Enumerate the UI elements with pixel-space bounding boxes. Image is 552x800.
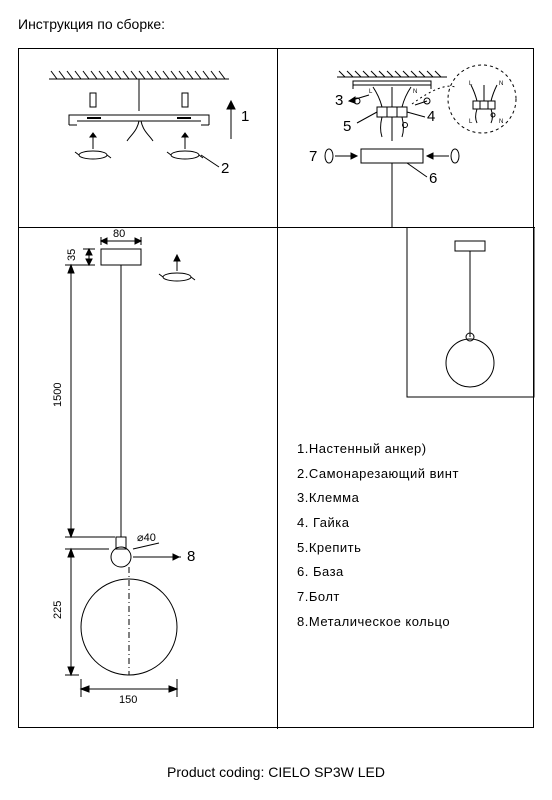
panel-step3-7: L N 3 4 5 — [277, 49, 535, 227]
drawing-wiring: L N 3 4 5 — [277, 49, 535, 227]
step-5-label: 5 — [343, 118, 351, 135]
dim-35: 35 — [66, 249, 78, 261]
legend-item-3: 3.Клемма — [297, 486, 459, 511]
step-8-label: 8 — [187, 548, 195, 565]
legend-item-4: 4. Гайка — [297, 511, 459, 536]
step-3-label: 3 — [335, 92, 343, 109]
step-7-label: 7 — [309, 148, 317, 165]
legend-item-1: 1.Настенный анкер) — [297, 437, 459, 462]
svg-text:N: N — [499, 81, 503, 87]
dim-150: 150 — [119, 694, 137, 706]
svg-text:N: N — [413, 89, 417, 95]
parts-legend: 1.Настенный анкер) 2.Самонарезающий винт… — [297, 437, 459, 635]
dim-80: 80 — [113, 228, 125, 240]
legend-item-6: 6. База — [297, 560, 459, 585]
drawing-pendant: 80 35 — [19, 227, 277, 729]
legend-item-7: 7.Болт — [297, 585, 459, 610]
panel-legend: 1.Настенный анкер) 2.Самонарезающий винт… — [277, 227, 535, 729]
page-title: Инструкция по сборке: — [18, 16, 165, 32]
legend-item-8: 8.Металическое кольцо — [297, 610, 459, 635]
step-6-label: 6 — [429, 170, 437, 187]
legend-item-5: 5.Крепить — [297, 536, 459, 561]
svg-text:L: L — [469, 81, 473, 87]
rotation-icon — [159, 255, 195, 281]
svg-text:L: L — [369, 89, 373, 95]
footer-value: CIELO SP3W LED — [268, 764, 385, 780]
screw-icon — [75, 133, 219, 167]
footer: Product coding: CIELO SP3W LED — [0, 764, 552, 780]
dim-1500: 1500 — [52, 383, 64, 407]
legend-item-2: 2.Самонарезающий винт — [297, 462, 459, 487]
panel-dimensions: 80 35 — [19, 227, 277, 729]
svg-text:L: L — [469, 119, 473, 125]
dim-d40: ⌀40 — [137, 532, 156, 544]
step-4-label: 4 — [427, 108, 435, 125]
dim-225: 225 — [52, 601, 64, 619]
svg-text:N: N — [499, 119, 503, 125]
panel-step12: 1 2 — [19, 49, 277, 227]
footer-label: Product coding: — [167, 764, 264, 780]
drawing-assembled — [277, 227, 535, 427]
step-1-label: 1 — [241, 108, 249, 125]
step-2-label: 2 — [221, 160, 229, 177]
page: Инструкция по сборке: — [0, 0, 552, 800]
drawing-step12: 1 2 — [19, 49, 277, 227]
diagram-frame: 1 2 — [18, 48, 534, 728]
